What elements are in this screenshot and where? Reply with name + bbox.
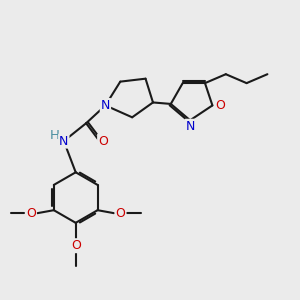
Text: H: H <box>50 129 59 142</box>
Text: N: N <box>59 135 68 148</box>
Text: N: N <box>185 120 195 133</box>
Text: O: O <box>215 99 225 112</box>
Text: O: O <box>71 239 81 252</box>
Text: N: N <box>101 99 110 112</box>
Text: O: O <box>116 207 125 220</box>
Text: O: O <box>26 207 36 220</box>
Text: O: O <box>98 135 108 148</box>
